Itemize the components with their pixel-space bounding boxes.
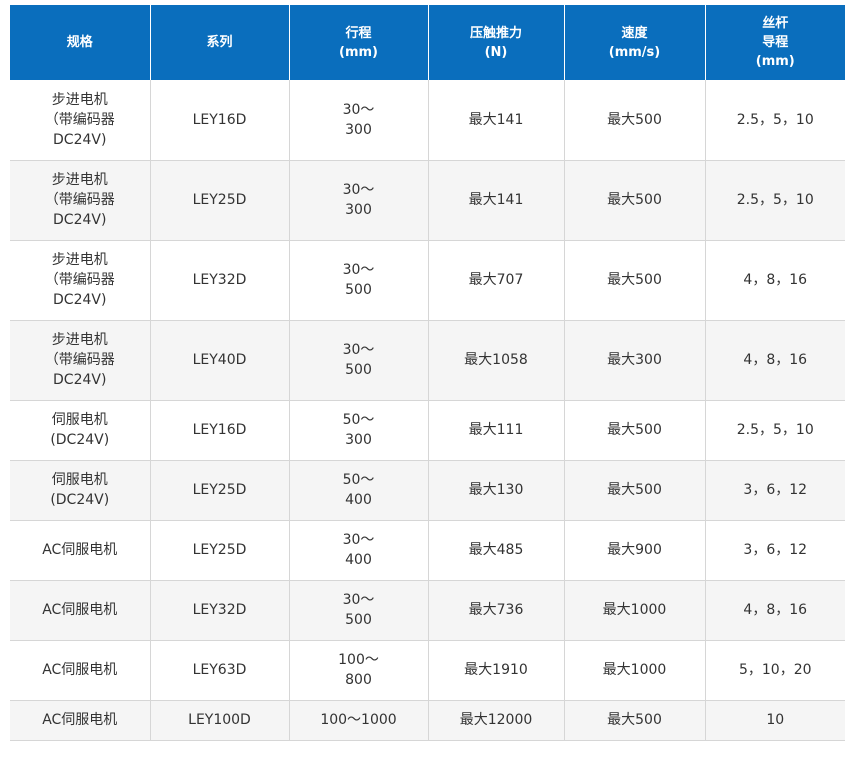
cell-stroke: 30～ 300 [289, 80, 429, 161]
cell-series: LEY32D [150, 240, 290, 321]
header-speed-line: 速度 [621, 25, 648, 41]
cell-lead: 4，8，16 [705, 580, 845, 641]
cell-spec: 伺服电机 (DC24V) [10, 400, 151, 461]
header-series-line: 系列 [206, 35, 233, 50]
cell-lead: 3，6，12 [705, 460, 845, 521]
cell-speed: 最大500 [564, 160, 706, 241]
cell-series: LEY32D [150, 580, 290, 641]
cell-lead: 5，10，20 [705, 640, 845, 701]
cell-speed: 最大1000 [564, 580, 706, 641]
cell-force: 最大1910 [428, 640, 565, 701]
cell-force: 最大485 [428, 520, 565, 581]
header-speed-unit: (mm/s) [608, 44, 661, 60]
cell-series: LEY100D [150, 700, 290, 741]
cell-force: 最大707 [428, 240, 565, 321]
cell-spec: AC伺服电机 [10, 640, 151, 701]
cell-force: 最大1058 [428, 320, 565, 401]
cell-spec: AC伺服电机 [10, 580, 151, 641]
cell-stroke: 50～ 400 [289, 460, 429, 521]
cell-stroke: 100～1000 [289, 700, 429, 741]
cell-stroke: 30～ 500 [289, 580, 429, 641]
header-stroke: 行程 (mm) [289, 5, 429, 80]
cell-stroke: 30～ 300 [289, 160, 429, 241]
header-speed: 速度 (mm/s) [564, 5, 706, 80]
cell-series: LEY25D [150, 160, 290, 241]
header-force-unit: (N) [484, 44, 508, 60]
cell-lead: 2.5，5，10 [705, 400, 845, 461]
cell-force: 最大12000 [428, 700, 565, 741]
cell-series: LEY63D [150, 640, 290, 701]
header-spec-line: 规格 [66, 35, 93, 50]
cell-force: 最大130 [428, 460, 565, 521]
cell-series: LEY40D [150, 320, 290, 401]
cell-lead: 2.5，5，10 [705, 80, 845, 161]
header-force: 压触推力 (N) [428, 5, 565, 80]
table-row: 步进电机 （带编码器 DC24V) LEY16D 30～ 300 最大141 最… [10, 80, 845, 161]
cell-spec: 步进电机 （带编码器 DC24V) [10, 240, 151, 321]
spec-table: 规格 系列 行程 (mm) 压触推力 (N) 速度 (mm/s) 丝杆 导程 (… [10, 5, 845, 741]
cell-spec: 步进电机 （带编码器 DC24V) [10, 320, 151, 401]
cell-series: LEY25D [150, 460, 290, 521]
cell-series: LEY16D [150, 400, 290, 461]
cell-series: LEY25D [150, 520, 290, 581]
cell-lead: 2.5，5，10 [705, 160, 845, 241]
cell-speed: 最大500 [564, 80, 706, 161]
header-lead: 丝杆 导程 (mm) [705, 5, 845, 80]
header-spec: 规格 [10, 5, 151, 80]
header-lead-line1: 丝杆 [762, 16, 789, 31]
cell-stroke: 30～ 400 [289, 520, 429, 581]
cell-speed: 最大500 [564, 700, 706, 741]
cell-stroke: 30～ 500 [289, 240, 429, 321]
cell-spec: AC伺服电机 [10, 520, 151, 581]
header-series: 系列 [150, 5, 290, 80]
header-stroke-unit: (mm) [339, 44, 378, 60]
cell-stroke: 50～ 300 [289, 400, 429, 461]
cell-force: 最大736 [428, 580, 565, 641]
cell-series: LEY16D [150, 80, 290, 161]
table-row: 伺服电机 (DC24V) LEY16D 50～ 300 最大111 最大500 … [10, 400, 845, 461]
cell-speed: 最大500 [564, 460, 706, 521]
cell-spec: 步进电机 （带编码器 DC24V) [10, 160, 151, 241]
table-row: 伺服电机 (DC24V) LEY25D 50～ 400 最大130 最大500 … [10, 460, 845, 521]
table-row: AC伺服电机 LEY63D 100～ 800 最大1910 最大1000 5，1… [10, 640, 845, 701]
cell-force: 最大141 [428, 160, 565, 241]
header-lead-line2: 导程 [762, 35, 789, 50]
cell-speed: 最大500 [564, 240, 706, 321]
header-lead-unit: (mm) [755, 54, 795, 69]
cell-force: 最大141 [428, 80, 565, 161]
cell-speed: 最大300 [564, 320, 706, 401]
table-row: AC伺服电机 LEY25D 30～ 400 最大485 最大900 3，6，12 [10, 520, 845, 581]
cell-spec: 伺服电机 (DC24V) [10, 460, 151, 521]
header-stroke-line: 行程 [345, 25, 372, 41]
cell-speed: 最大1000 [564, 640, 706, 701]
cell-lead: 4，8，16 [705, 320, 845, 401]
cell-speed: 最大500 [564, 400, 706, 461]
cell-lead: 10 [705, 700, 845, 741]
cell-lead: 4，8，16 [705, 240, 845, 321]
cell-lead: 3，6，12 [705, 520, 845, 581]
table-row: AC伺服电机 LEY100D 100～1000 最大12000 最大500 10 [10, 700, 845, 741]
table-row: 步进电机 （带编码器 DC24V) LEY40D 30～ 500 最大1058 … [10, 320, 845, 401]
cell-spec: 步进电机 （带编码器 DC24V) [10, 80, 151, 161]
table-row: 步进电机 （带编码器 DC24V) LEY32D 30～ 500 最大707 最… [10, 240, 845, 321]
cell-spec: AC伺服电机 [10, 700, 151, 741]
cell-force: 最大111 [428, 400, 565, 461]
cell-stroke: 30～ 500 [289, 320, 429, 401]
table-row: 步进电机 （带编码器 DC24V) LEY25D 30～ 300 最大141 最… [10, 160, 845, 241]
header-row: 规格 系列 行程 (mm) 压触推力 (N) 速度 (mm/s) 丝杆 导程 (… [10, 5, 845, 80]
table-row: AC伺服电机 LEY32D 30～ 500 最大736 最大1000 4，8，1… [10, 580, 845, 641]
cell-stroke: 100～ 800 [289, 640, 429, 701]
header-force-line: 压触推力 [469, 25, 522, 41]
cell-speed: 最大900 [564, 520, 706, 581]
